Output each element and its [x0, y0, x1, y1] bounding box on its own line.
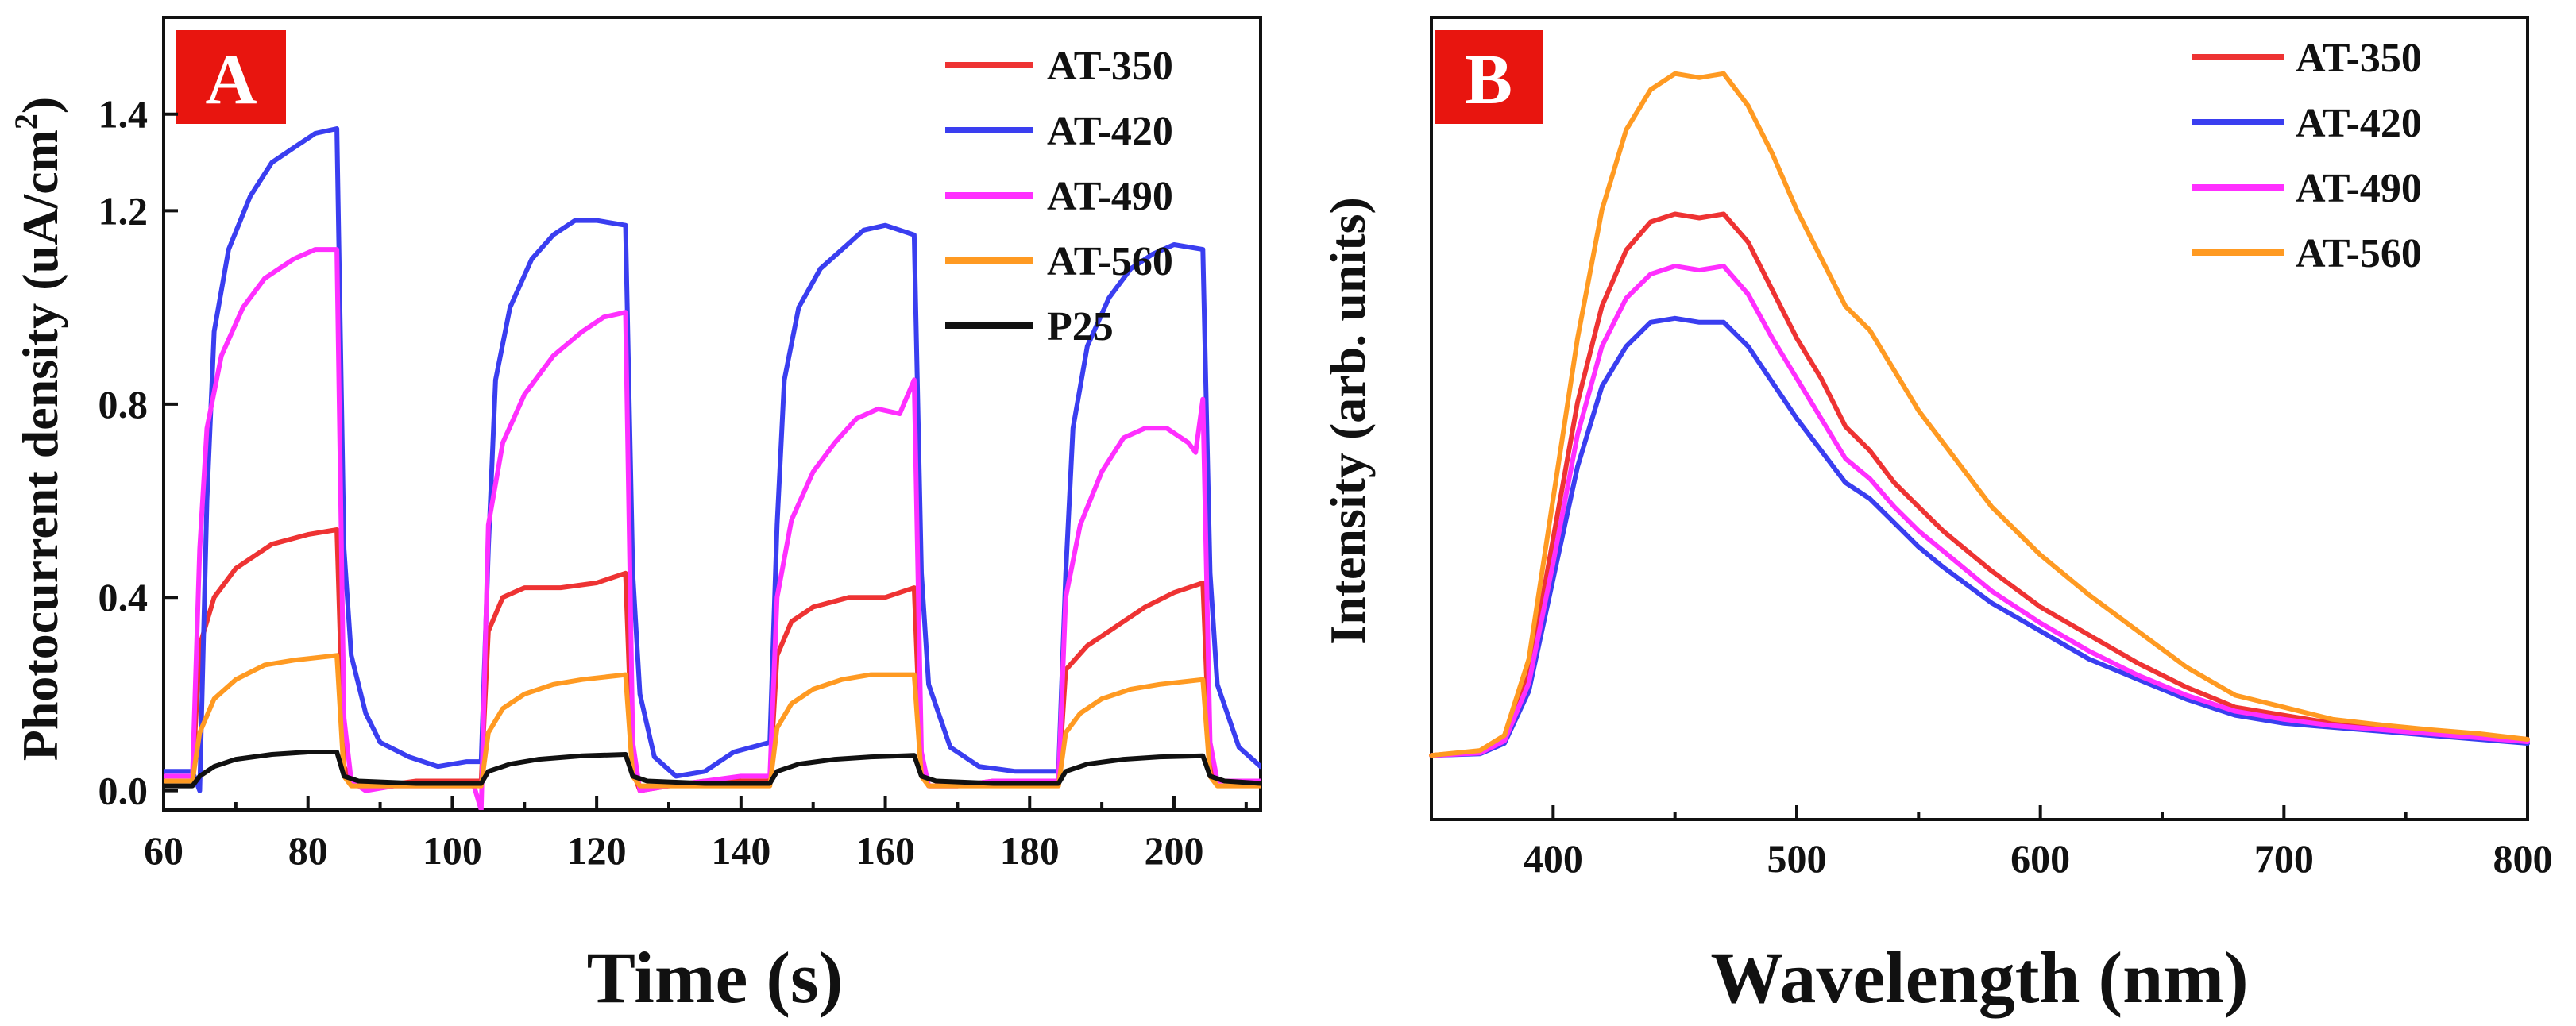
panel-a-y-axis-title-sup: 2 [8, 114, 44, 129]
panel-b-legend-label: AT-420 [2296, 101, 2422, 146]
panel-b-legend-label: AT-490 [2296, 166, 2422, 211]
panel-a-y-tick-label: 0.0 [98, 769, 149, 813]
panel-a-y-axis-title-main: Photocurrent density (uA/cm [12, 129, 68, 761]
panel-b-x-tick-label: 400 [1524, 836, 1583, 881]
panel-a-y-tick-label: 1.4 [98, 92, 149, 137]
panel-a-ticks: 60 80 100 120 140 160 180 200 0.0 0.4 0.8 1.2 1.4 [98, 92, 1248, 873]
panel-a-series-p25 [164, 750, 1261, 789]
panel-a-y-tick-label: 0.4 [98, 575, 149, 619]
panel-a-x-tick-label: 80 [288, 828, 328, 873]
panel-b-y-axis-title: Intensity (arb. units) [1319, 197, 1376, 645]
panel-b-x-axis-title: Wavelength (nm) [1710, 937, 2248, 1018]
panel-b-series-at-420 [1429, 315, 2530, 758]
panel-a-x-tick-label: 60 [144, 828, 183, 873]
panel-b-letter-badge [1435, 30, 1543, 124]
panel-a-y-tick-label: 1.2 [98, 188, 149, 233]
panel-a-x-tick-label: 100 [423, 828, 482, 873]
panel-a-legend-label: AT-420 [1047, 109, 1173, 154]
panel-b-x-tick-label: 500 [1767, 836, 1827, 881]
panel-a-y-tick-label: 0.8 [98, 382, 149, 426]
panel-b-series-at-350 [1429, 211, 2530, 758]
panel-b-x-tick-label: 700 [2254, 836, 2314, 881]
panel-a-series-at-560 [164, 653, 1261, 789]
panel-b-x-tick-label: 600 [2010, 836, 2070, 881]
panel-b-plot-frame [1430, 16, 2529, 821]
panel-a-legend-label: AT-350 [1047, 44, 1173, 89]
panel-b-x-tick-label: 800 [2493, 836, 2553, 881]
panel-b-legend: AT-350 AT-420 AT-490 AT-560 [2192, 36, 2422, 276]
panel-a-plot-frame [162, 16, 1262, 812]
panel-b-series [1429, 71, 2530, 758]
panel-b-chart: B 400 500 600 700 800 AT-350 AT-420 AT-490 AT-5… [1319, 16, 2553, 1018]
panel-a-legend: AT-350 AT-420 AT-490 AT-560 P25 [945, 44, 1173, 349]
panel-a-chart: A 60 80 100 120 140 160 180 2000.00.40.81.21.4 … [8, 16, 1262, 1018]
panel-a-legend-label: AT-560 [1047, 239, 1173, 284]
panel-b-series-at-490 [1429, 264, 2530, 758]
panel-b-letter: B [1465, 40, 1512, 119]
panel-a-x-tick-label: 140 [711, 828, 770, 873]
panel-a-y-axis-title-close: ) [12, 97, 68, 114]
panel-b-legend-label: AT-350 [2296, 36, 2422, 81]
panel-a-letter: A [206, 40, 257, 119]
panel-a-x-tick-label: 120 [567, 828, 627, 873]
panel-a-x-tick-label: 200 [1144, 828, 1203, 873]
panel-a-series [164, 126, 1261, 810]
panel-a-legend-label: P25 [1047, 304, 1114, 349]
panel-a-y-axis-title: Photocurrent density (uA/cm2) [8, 97, 68, 762]
panel-b-ticks: 400 500 600 700 800 [1430, 805, 2553, 881]
panel-a-x-tick-label: 180 [1000, 828, 1060, 873]
panel-a-x-axis-title: Time (s) [587, 937, 844, 1018]
panel-b-series-at-560 [1429, 71, 2530, 758]
panel-a-legend-label: AT-490 [1047, 174, 1173, 219]
panel-a-series-at-420 [164, 126, 1261, 793]
panel-b-legend-label: AT-560 [2296, 231, 2422, 276]
panel-a-letter-badge [176, 30, 286, 124]
panel-a-x-tick-label: 160 [855, 828, 915, 873]
